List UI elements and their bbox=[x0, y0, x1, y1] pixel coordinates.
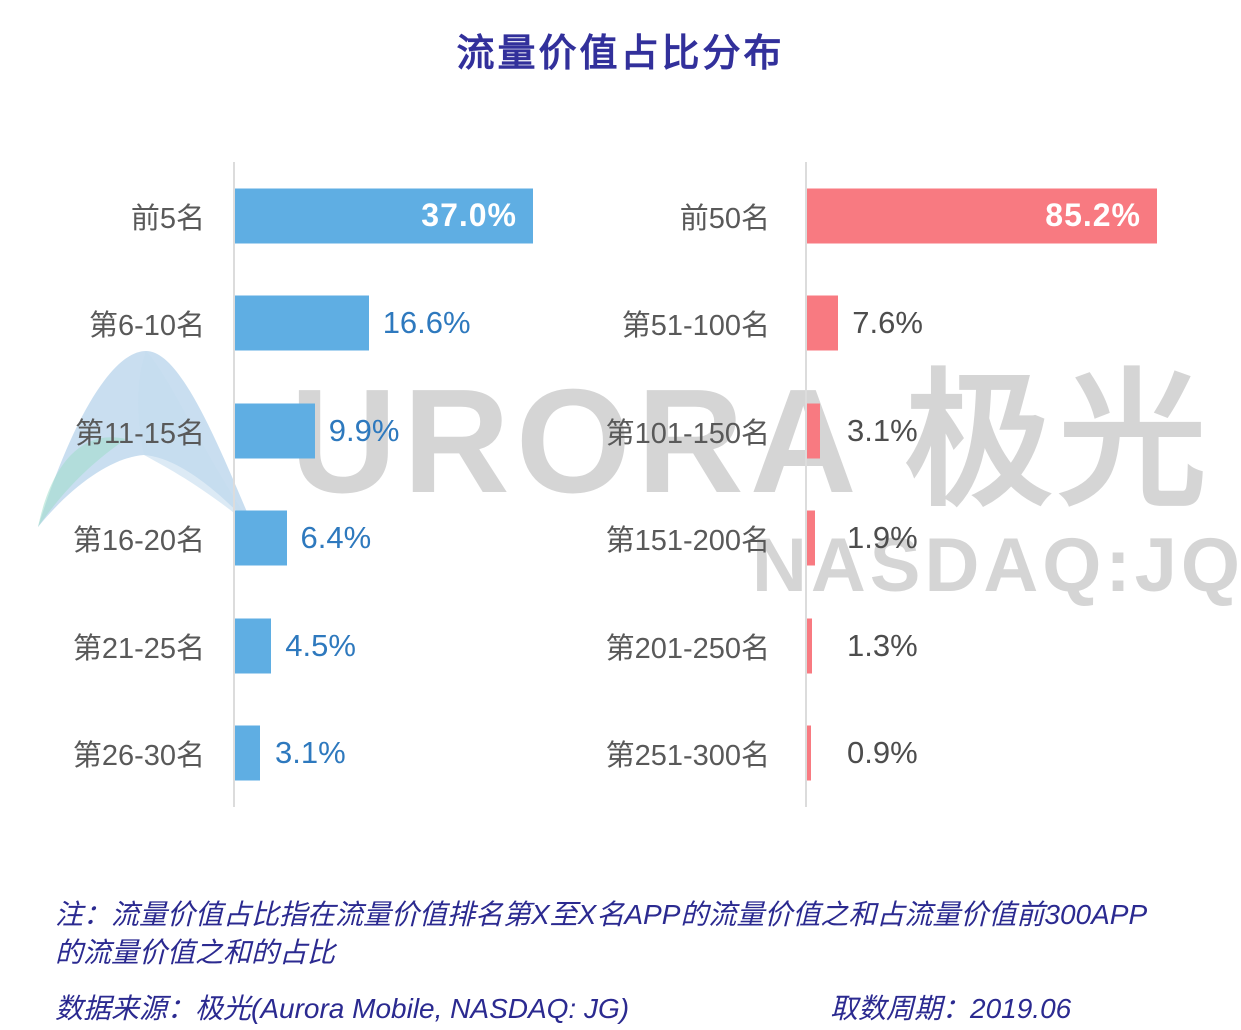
bar bbox=[807, 510, 815, 566]
category-label: 第21-25名 bbox=[72, 632, 205, 665]
bar bbox=[235, 295, 369, 351]
bar-row: 第11-15名 9.9% bbox=[0, 377, 620, 485]
bar bbox=[807, 725, 811, 781]
value-label: 9.9% bbox=[328, 412, 400, 448]
category-label: 第16-20名 bbox=[72, 525, 205, 558]
value-label: 37.0% bbox=[421, 197, 517, 234]
bar bbox=[235, 403, 315, 459]
bar-track: 1.9% bbox=[805, 484, 1241, 592]
bar-row: 第6-10名 16.6% bbox=[0, 269, 620, 377]
bar-track: 37.0% bbox=[233, 162, 620, 270]
bar-track: 9.9% bbox=[233, 377, 620, 485]
value-label: 3.1% bbox=[847, 412, 918, 448]
page-title: 流量价值占比分布 bbox=[456, 33, 785, 75]
category-label: 第6-10名 bbox=[88, 310, 205, 343]
category-label: 第151-200名 bbox=[605, 525, 770, 558]
bar-track: 16.6% bbox=[233, 269, 620, 377]
value-label: 1.9% bbox=[847, 520, 918, 556]
bar-track: 3.1% bbox=[233, 699, 620, 807]
bar bbox=[235, 618, 272, 674]
bar-row: 第16-20名 6.4% bbox=[0, 484, 620, 592]
bar: 37.0% bbox=[235, 188, 533, 244]
value-label: 6.4% bbox=[300, 520, 372, 556]
bar-track: 6.4% bbox=[233, 484, 620, 592]
footnote: 注：流量价值占比指在流量价值排名第X至X名APP的流量价值之和占流量价值前300… bbox=[55, 899, 1148, 968]
bar-row: 第251-300名 0.9% bbox=[605, 699, 1241, 807]
category-label: 前5名 bbox=[130, 202, 205, 235]
category-label: 第51-100名 bbox=[621, 310, 770, 343]
category-label: 第251-300名 bbox=[605, 740, 770, 773]
value-label: 1.3% bbox=[847, 627, 918, 663]
value-label: 85.2% bbox=[1045, 197, 1141, 234]
bar-row: 前50名 85.2% bbox=[620, 162, 1241, 270]
value-label: 7.6% bbox=[852, 305, 923, 341]
bar-row: 第101-150名 3.1% bbox=[605, 377, 1241, 485]
bar-track: 3.1% bbox=[805, 377, 1241, 485]
value-label: 0.9% bbox=[847, 735, 918, 771]
data-period: 取数周期：2019.06 bbox=[830, 993, 1072, 1024]
value-label: 3.1% bbox=[275, 735, 346, 771]
bar-track: 7.6% bbox=[805, 269, 1241, 377]
bar-track: 4.5% bbox=[233, 592, 620, 700]
category-label: 第101-150名 bbox=[605, 417, 770, 450]
value-label: 4.5% bbox=[285, 627, 356, 663]
category-label: 第11-15名 bbox=[74, 417, 205, 450]
bar-row: 第26-30名 3.1% bbox=[0, 699, 620, 807]
category-label: 第201-250名 bbox=[605, 632, 770, 665]
bar-track: 85.2% bbox=[805, 162, 1241, 270]
category-label: 第26-30名 bbox=[72, 740, 205, 773]
bar-track: 0.9% bbox=[805, 699, 1241, 807]
bar-chart-top300: 前50名 85.2% 第51-100名 7.6% 第101-150名 3.1% 第151-2… bbox=[605, 162, 1241, 807]
bar bbox=[807, 618, 813, 674]
bar bbox=[235, 510, 287, 566]
data-source: 数据来源：极光(Aurora Mobile, NASDAQ: JG) bbox=[55, 993, 630, 1024]
value-label: 16.6% bbox=[382, 305, 471, 341]
bar-row: 第201-250名 1.3% bbox=[605, 592, 1241, 700]
bar-row: 第151-200名 1.9% bbox=[605, 484, 1241, 592]
bar bbox=[807, 295, 839, 351]
bar-track: 1.3% bbox=[805, 592, 1241, 700]
category-label: 前50名 bbox=[679, 202, 770, 235]
bar: 85.2% bbox=[807, 188, 1157, 244]
bar-row: 第21-25名 4.5% bbox=[0, 592, 620, 700]
bar-chart-top30: 前5名 37.0% 第6-10名 16.6% 第11-15名 9.9% 第16-20名 6.4… bbox=[0, 162, 620, 807]
bar-row: 前5名 37.0% bbox=[0, 162, 620, 270]
bar-row: 第51-100名 7.6% bbox=[620, 269, 1241, 377]
bar bbox=[235, 725, 260, 781]
bar bbox=[807, 403, 820, 459]
